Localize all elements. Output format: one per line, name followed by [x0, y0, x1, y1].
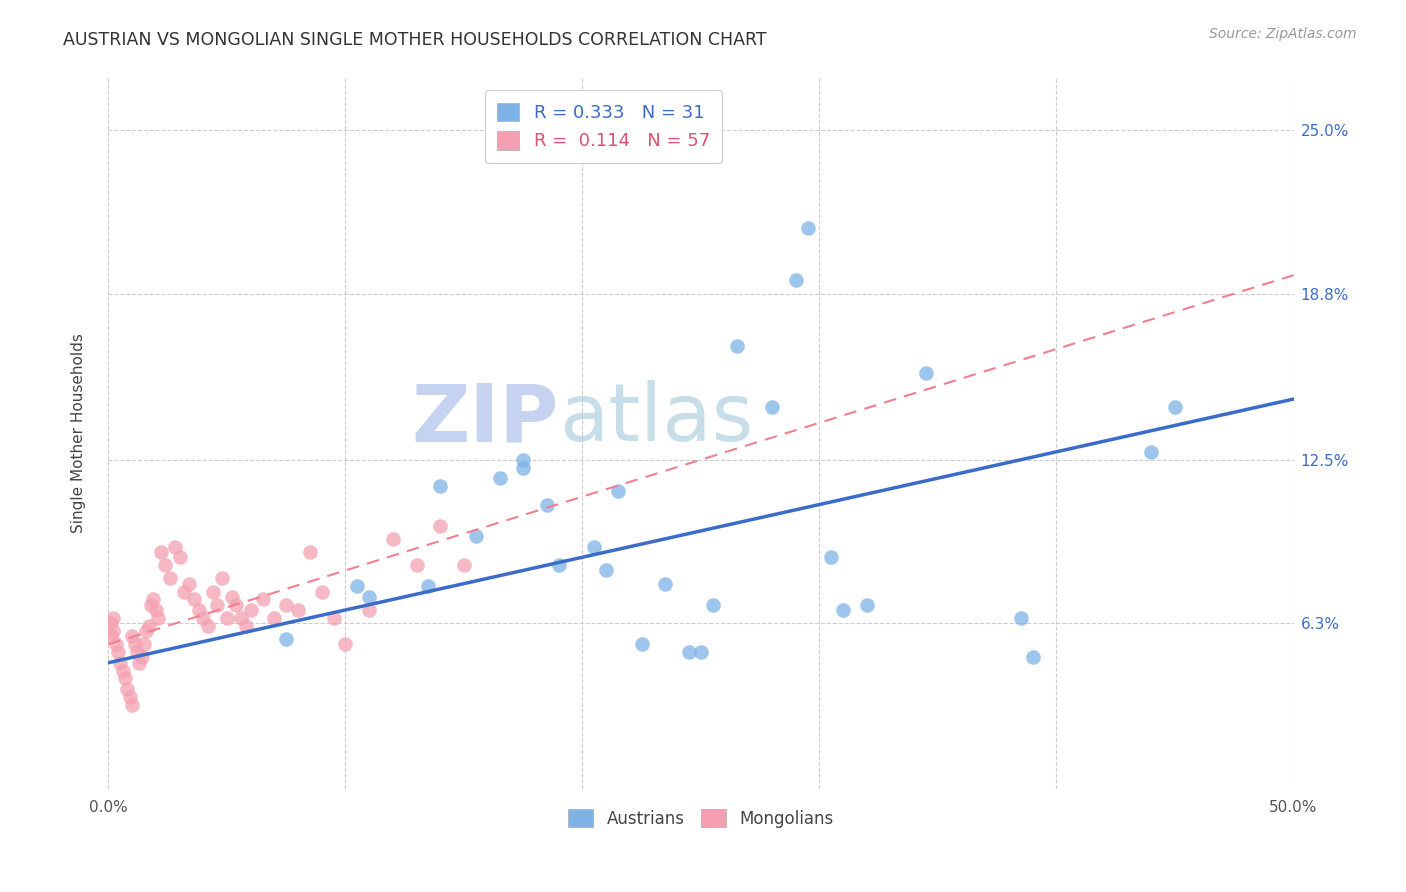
Point	[104, 637, 127, 651]
Point	[276, 632, 298, 646]
Point	[118, 690, 141, 704]
Point	[193, 611, 215, 625]
Point	[335, 637, 357, 651]
Point	[145, 603, 167, 617]
Point	[785, 273, 807, 287]
Point	[488, 471, 510, 485]
Point	[177, 576, 200, 591]
Point	[547, 558, 569, 573]
Point	[1010, 611, 1032, 625]
Point	[832, 603, 855, 617]
Text: atlas: atlas	[558, 380, 754, 458]
Point	[201, 584, 224, 599]
Point	[121, 698, 143, 712]
Point	[221, 590, 243, 604]
Point	[583, 540, 606, 554]
Point	[142, 592, 165, 607]
Point	[169, 550, 191, 565]
Point	[1164, 400, 1187, 414]
Point	[103, 624, 125, 638]
Point	[111, 664, 134, 678]
Point	[405, 558, 427, 573]
Point	[761, 400, 783, 414]
Point	[359, 590, 381, 604]
Point	[453, 558, 475, 573]
Point	[263, 611, 285, 625]
Point	[725, 339, 748, 353]
Point	[159, 571, 181, 585]
Point	[215, 611, 238, 625]
Point	[252, 592, 274, 607]
Point	[429, 518, 451, 533]
Point	[207, 598, 229, 612]
Point	[100, 616, 122, 631]
Point	[225, 598, 247, 612]
Y-axis label: Single Mother Households: Single Mother Households	[72, 334, 86, 533]
Point	[276, 598, 298, 612]
Point	[346, 579, 368, 593]
Point	[630, 637, 652, 651]
Point	[298, 545, 321, 559]
Point	[1022, 650, 1045, 665]
Point	[418, 579, 440, 593]
Text: ZIP: ZIP	[412, 380, 558, 458]
Point	[287, 603, 309, 617]
Point	[690, 645, 713, 659]
Point	[148, 611, 170, 625]
Point	[163, 540, 186, 554]
Point	[124, 637, 146, 651]
Point	[131, 650, 153, 665]
Point	[654, 576, 676, 591]
Point	[359, 603, 381, 617]
Point	[100, 629, 122, 643]
Point	[132, 637, 155, 651]
Point	[1140, 444, 1163, 458]
Legend: Austrians, Mongolians: Austrians, Mongolians	[561, 803, 841, 834]
Point	[211, 571, 233, 585]
Point	[595, 563, 617, 577]
Point	[512, 460, 534, 475]
Point	[139, 598, 162, 612]
Point	[915, 366, 938, 380]
Point	[536, 498, 558, 512]
Point	[135, 624, 157, 638]
Point	[103, 611, 125, 625]
Point	[512, 452, 534, 467]
Point	[239, 603, 262, 617]
Point	[429, 479, 451, 493]
Point	[856, 598, 879, 612]
Point	[110, 656, 132, 670]
Point	[107, 645, 129, 659]
Point	[381, 532, 404, 546]
Point	[128, 656, 150, 670]
Point	[678, 645, 700, 659]
Point	[121, 629, 143, 643]
Point	[311, 584, 333, 599]
Point	[187, 603, 209, 617]
Text: AUSTRIAN VS MONGOLIAN SINGLE MOTHER HOUSEHOLDS CORRELATION CHART: AUSTRIAN VS MONGOLIAN SINGLE MOTHER HOUS…	[63, 31, 766, 49]
Point	[197, 619, 219, 633]
Point	[796, 220, 818, 235]
Point	[149, 545, 172, 559]
Point	[464, 529, 486, 543]
Point	[173, 584, 195, 599]
Point	[114, 672, 136, 686]
Point	[125, 645, 148, 659]
Point	[235, 619, 257, 633]
Point	[117, 681, 139, 696]
Point	[322, 611, 344, 625]
Point	[155, 558, 177, 573]
Point	[820, 550, 842, 565]
Point	[183, 592, 205, 607]
Point	[231, 611, 253, 625]
Text: Source: ZipAtlas.com: Source: ZipAtlas.com	[1209, 27, 1357, 41]
Point	[138, 619, 160, 633]
Point	[702, 598, 724, 612]
Point	[607, 484, 630, 499]
